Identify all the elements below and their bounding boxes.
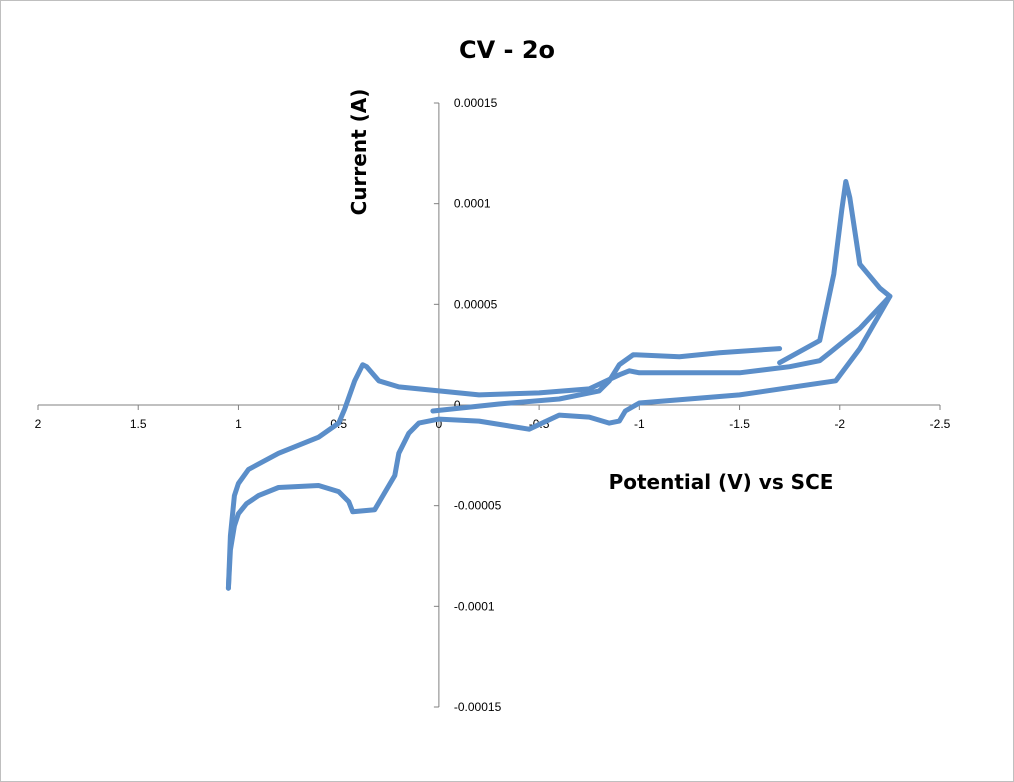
chart-title: CV - 2o [459,36,555,64]
x-tick-label: 1 [235,417,242,431]
cv-trace-segment-2 [225,179,893,591]
x-tick-label: 2 [35,417,42,431]
x-tick-label: -1 [634,417,645,431]
x-tick-label: -2 [834,417,845,431]
y-tick-label: 0.00005 [454,297,498,311]
x-axis-title: Potential (V) vs SCE [609,470,834,494]
y-tick-label: -0.0001 [454,599,495,613]
x-tick-label: -1.5 [729,417,750,431]
cv-trace-segment-1 [430,346,783,414]
y-tick-label: -0.00015 [454,700,502,714]
y-axis-title: Current (A) [347,89,371,216]
x-tick-label: 0 [436,417,443,431]
cv-trace-segment-3 [225,293,893,591]
x-tick-label: 1.5 [130,417,147,431]
y-tick-label: -0.00005 [454,499,502,513]
series-layer [225,179,893,591]
y-tick-label: 0.0001 [454,197,491,211]
y-tick-label: 0 [454,398,461,412]
x-tick-label: -2.5 [930,417,951,431]
y-tick-label: 0.00015 [454,96,498,110]
